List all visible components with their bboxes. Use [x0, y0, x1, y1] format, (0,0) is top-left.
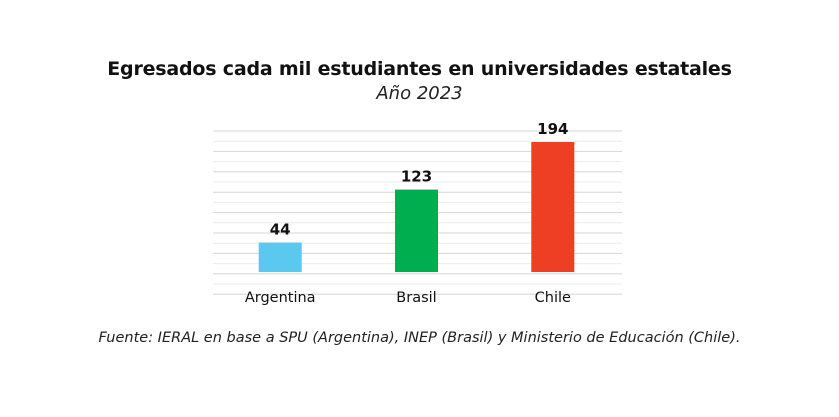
x-tick-labels: Argentina Brasil Chile [245, 290, 571, 306]
data-labels: 44 123 194 [270, 120, 569, 239]
chart-subtitle: Año 2023 [376, 83, 463, 104]
bar-chile [531, 142, 575, 272]
bar-brasil [395, 189, 438, 272]
chart-title: Egresados cada mil estudiantes en univer… [107, 58, 732, 80]
data-label-argentina: 44 [270, 221, 291, 239]
x-tick-label: Argentina [245, 290, 316, 306]
bar-argentina [258, 242, 302, 272]
x-tick-label: Chile [535, 290, 571, 306]
data-label-chile: 194 [537, 120, 568, 138]
source-note: Fuente: IERAL en base a SPU (Argentina),… [98, 330, 741, 346]
data-label-brasil: 123 [401, 168, 432, 186]
bars [258, 142, 575, 272]
x-tick-label: Brasil [396, 290, 436, 306]
